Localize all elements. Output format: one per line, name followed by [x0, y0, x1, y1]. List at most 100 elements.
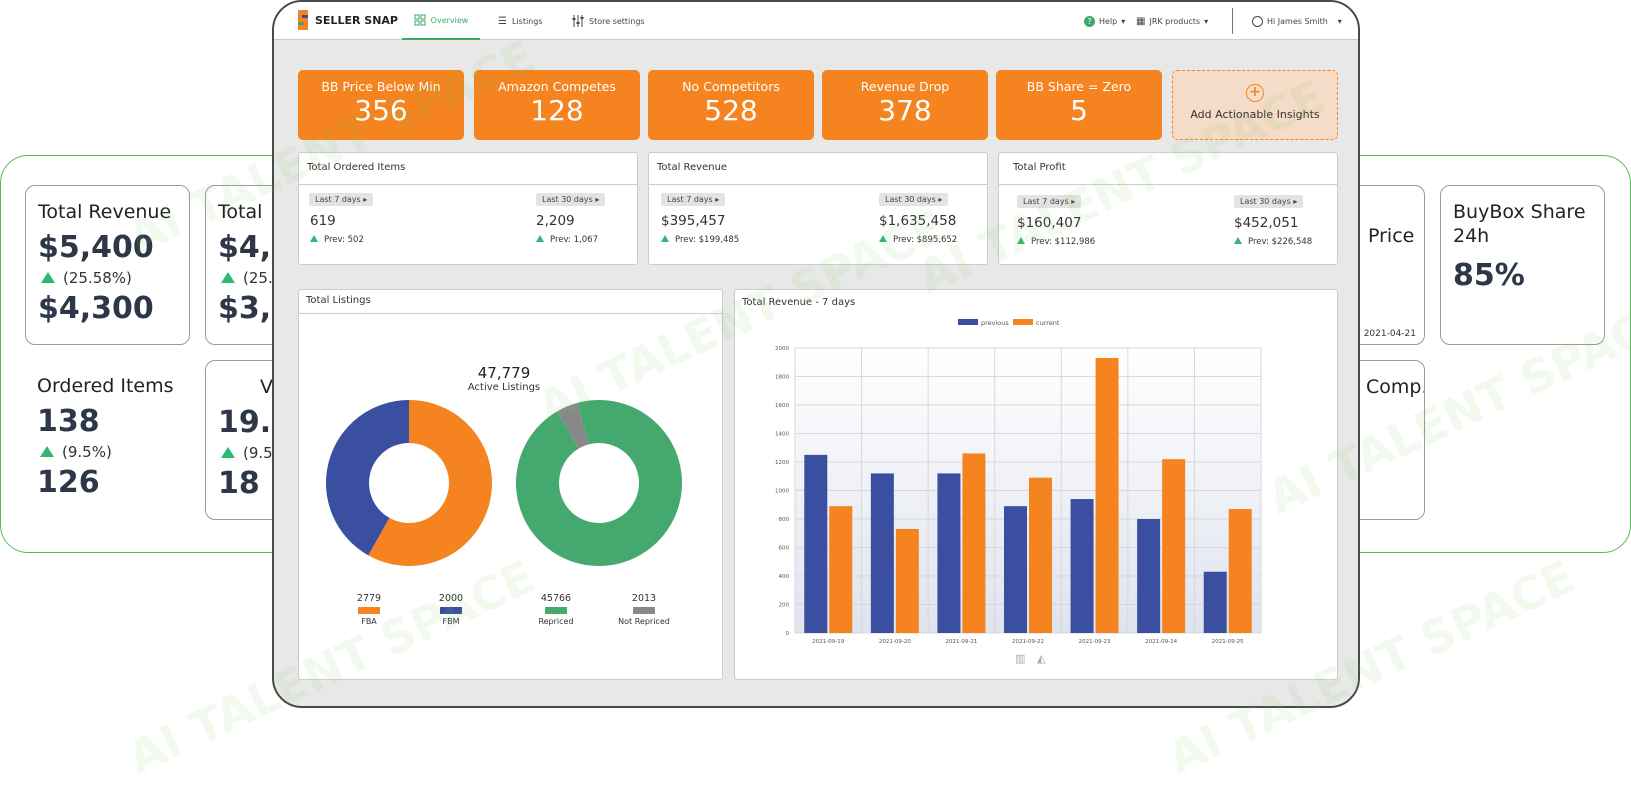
bg-card-total-revenue: Total Revenue $5,400 (25.58%) $4,300 — [25, 185, 190, 345]
store-selector[interactable]: ▦ JRK products ▾ — [1136, 2, 1208, 40]
legend-swatch — [440, 607, 462, 614]
stat-prev-30d: Prev: $895,652 — [879, 235, 957, 245]
bg-card-prev: $4,300 — [38, 291, 154, 326]
nav-listings[interactable]: ☰ Listings — [498, 2, 543, 40]
bg-card-title: Total — [218, 201, 263, 223]
kpi-amazon-competes[interactable]: Amazon Competes 128 — [474, 70, 640, 140]
stat-prev-30d: Prev: $226,548 — [1234, 237, 1312, 247]
bar-previous-2021-09-24 — [1137, 519, 1161, 633]
bar-previous-2021-09-23 — [1070, 499, 1094, 633]
bar-current-2021-09-25 — [1228, 509, 1252, 633]
y-tick-label: 1800 — [775, 375, 789, 381]
up-arrow-icon — [536, 235, 544, 242]
legend-fba: 2779 FBA — [349, 593, 389, 626]
stat-value-30d: $1,635,458 — [879, 213, 957, 229]
listings-donuts — [326, 400, 682, 566]
legend-label: FBM — [442, 617, 460, 626]
bg-card-pct: (25.58%) — [41, 269, 177, 287]
store-icon: ▦ — [1136, 15, 1146, 27]
add-insights-label: Add Actionable Insights — [1190, 108, 1320, 121]
x-tick-label: 2021-09-23 — [1079, 639, 1111, 645]
kpi-value: 528 — [704, 94, 758, 127]
stat-card-total-ordered-items: Total Ordered Items Last 7 days ▸ 619 Pr… — [298, 152, 638, 265]
bg-card-title: BuyBox Share 24h — [1453, 201, 1586, 247]
caret-down-icon: ▾ — [1204, 16, 1209, 26]
listings-summary: 47,779 Active Listings — [429, 364, 579, 393]
nav-overview[interactable]: Overview — [402, 2, 480, 40]
legend-label-previous: previous — [981, 319, 1009, 327]
nav-label: Store settings — [589, 16, 645, 26]
help-menu[interactable]: ? Help ▾ — [1084, 2, 1125, 40]
legend-swatch — [545, 607, 567, 614]
revenue-chart-panel: Total Revenue - 7 days 0 200 400 600 800 1000… — [734, 289, 1338, 680]
period-last-30-days[interactable]: Last 30 days ▸ — [1234, 195, 1304, 208]
y-tick-label: 1400 — [775, 432, 789, 438]
y-tick-label: 200 — [779, 603, 790, 609]
user-icon — [1252, 15, 1263, 27]
period-last-7-days[interactable]: Last 7 days ▸ — [309, 193, 374, 206]
chart-title: Total Revenue - 7 days — [742, 297, 856, 308]
listings-total: 47,779 — [477, 364, 531, 382]
help-icon: ? — [1084, 15, 1095, 27]
bg-card-pct: (9.5%) — [40, 443, 178, 461]
up-arrow-icon — [310, 235, 318, 242]
brand-logo[interactable]: SELLER SNAP — [296, 8, 398, 32]
stat-card-title: Total Revenue — [649, 153, 987, 185]
stat-prev-7d: Prev: $199,485 — [661, 235, 739, 245]
area-chart-toggle-icon[interactable]: ◭ — [1037, 652, 1046, 665]
up-arrow-icon — [661, 235, 669, 242]
kpi-title: Amazon Competes — [498, 79, 616, 94]
bg-card-title: Price — [1368, 225, 1415, 247]
user-menu[interactable]: Hi James Smith ▾ — [1252, 2, 1342, 40]
panel-title: Total Listings — [299, 290, 722, 314]
bar-current-2021-09-22 — [1029, 477, 1052, 633]
up-arrow-icon — [1234, 237, 1242, 244]
period-last-7-days[interactable]: Last 7 days ▸ — [661, 193, 726, 206]
kpi-title: Revenue Drop — [860, 79, 950, 94]
kpi-title: No Competitors — [682, 79, 780, 94]
legend-swatch-current — [1013, 319, 1033, 325]
kpi-value: 128 — [530, 94, 584, 127]
user-label: Hi James Smith — [1267, 16, 1328, 26]
stat-prev-7d: Prev: 502 — [310, 235, 364, 245]
period-last-30-days[interactable]: Last 30 days ▸ — [536, 193, 606, 206]
app-window: SELLER SNAP Overview ☰ Listings Store se… — [272, 0, 1360, 708]
up-arrow-icon — [879, 235, 887, 242]
up-arrow-icon — [41, 272, 55, 283]
bar-previous-2021-09-22 — [1004, 506, 1027, 633]
period-last-7-days[interactable]: Last 7 days ▸ — [1017, 195, 1082, 208]
up-arrow-icon — [221, 272, 235, 283]
bar-chart-toggle-icon[interactable]: ▥ — [1015, 652, 1026, 665]
kpi-revenue-drop[interactable]: Revenue Drop 378 — [822, 70, 988, 140]
legend-not-repriced: 2013 Not Repriced — [609, 593, 679, 626]
nav-store-settings[interactable]: Store settings — [572, 2, 645, 40]
legend-repriced: 45766 Repriced — [531, 593, 581, 626]
legend-value: 45766 — [540, 593, 572, 604]
bar-previous-2021-09-19 — [804, 454, 828, 633]
y-tick-label: 1000 — [775, 489, 789, 495]
kpi-title: BB Price Below Min — [321, 79, 441, 94]
kpi-bb-share-zero[interactable]: BB Share = Zero 5 — [996, 70, 1162, 140]
legend-swatch-previous — [958, 319, 978, 325]
up-arrow-icon — [1017, 237, 1025, 244]
caret-down-icon: ▾ — [1121, 16, 1126, 26]
bg-card-ordered-items: Ordered Items 138 (9.5%) 126 — [25, 360, 190, 520]
period-last-30-days[interactable]: Last 30 days ▸ — [879, 193, 949, 206]
bg-card-title: Total Revenue — [38, 201, 172, 223]
bar-current-2021-09-24 — [1162, 459, 1186, 633]
stat-value-7d: $160,407 — [1017, 215, 1082, 231]
legend-label: FBA — [361, 617, 377, 626]
y-tick-label: 800 — [779, 517, 790, 523]
kpi-title: BB Share = Zero — [1026, 79, 1132, 94]
legend-value: 2779 — [356, 593, 382, 604]
brand-name: SELLER SNAP — [315, 13, 398, 27]
add-actionable-insights-button[interactable]: + Add Actionable Insights — [1172, 70, 1338, 140]
kpi-no-competitors[interactable]: No Competitors 528 — [648, 70, 814, 140]
bg-card-value: 138 — [37, 404, 100, 439]
legend-label: Not Repriced — [618, 617, 670, 626]
stat-card-total-profit: Total Profit Last 7 days ▸ $160,407 Prev… — [998, 152, 1338, 265]
kpi-bb-price-below-min[interactable]: BB Price Below Min 356 — [298, 70, 464, 140]
listings-subtitle: Active Listings — [467, 382, 541, 393]
fba-fbm-donut-slice-fba — [368, 400, 493, 566]
y-tick-label: 600 — [779, 546, 790, 552]
